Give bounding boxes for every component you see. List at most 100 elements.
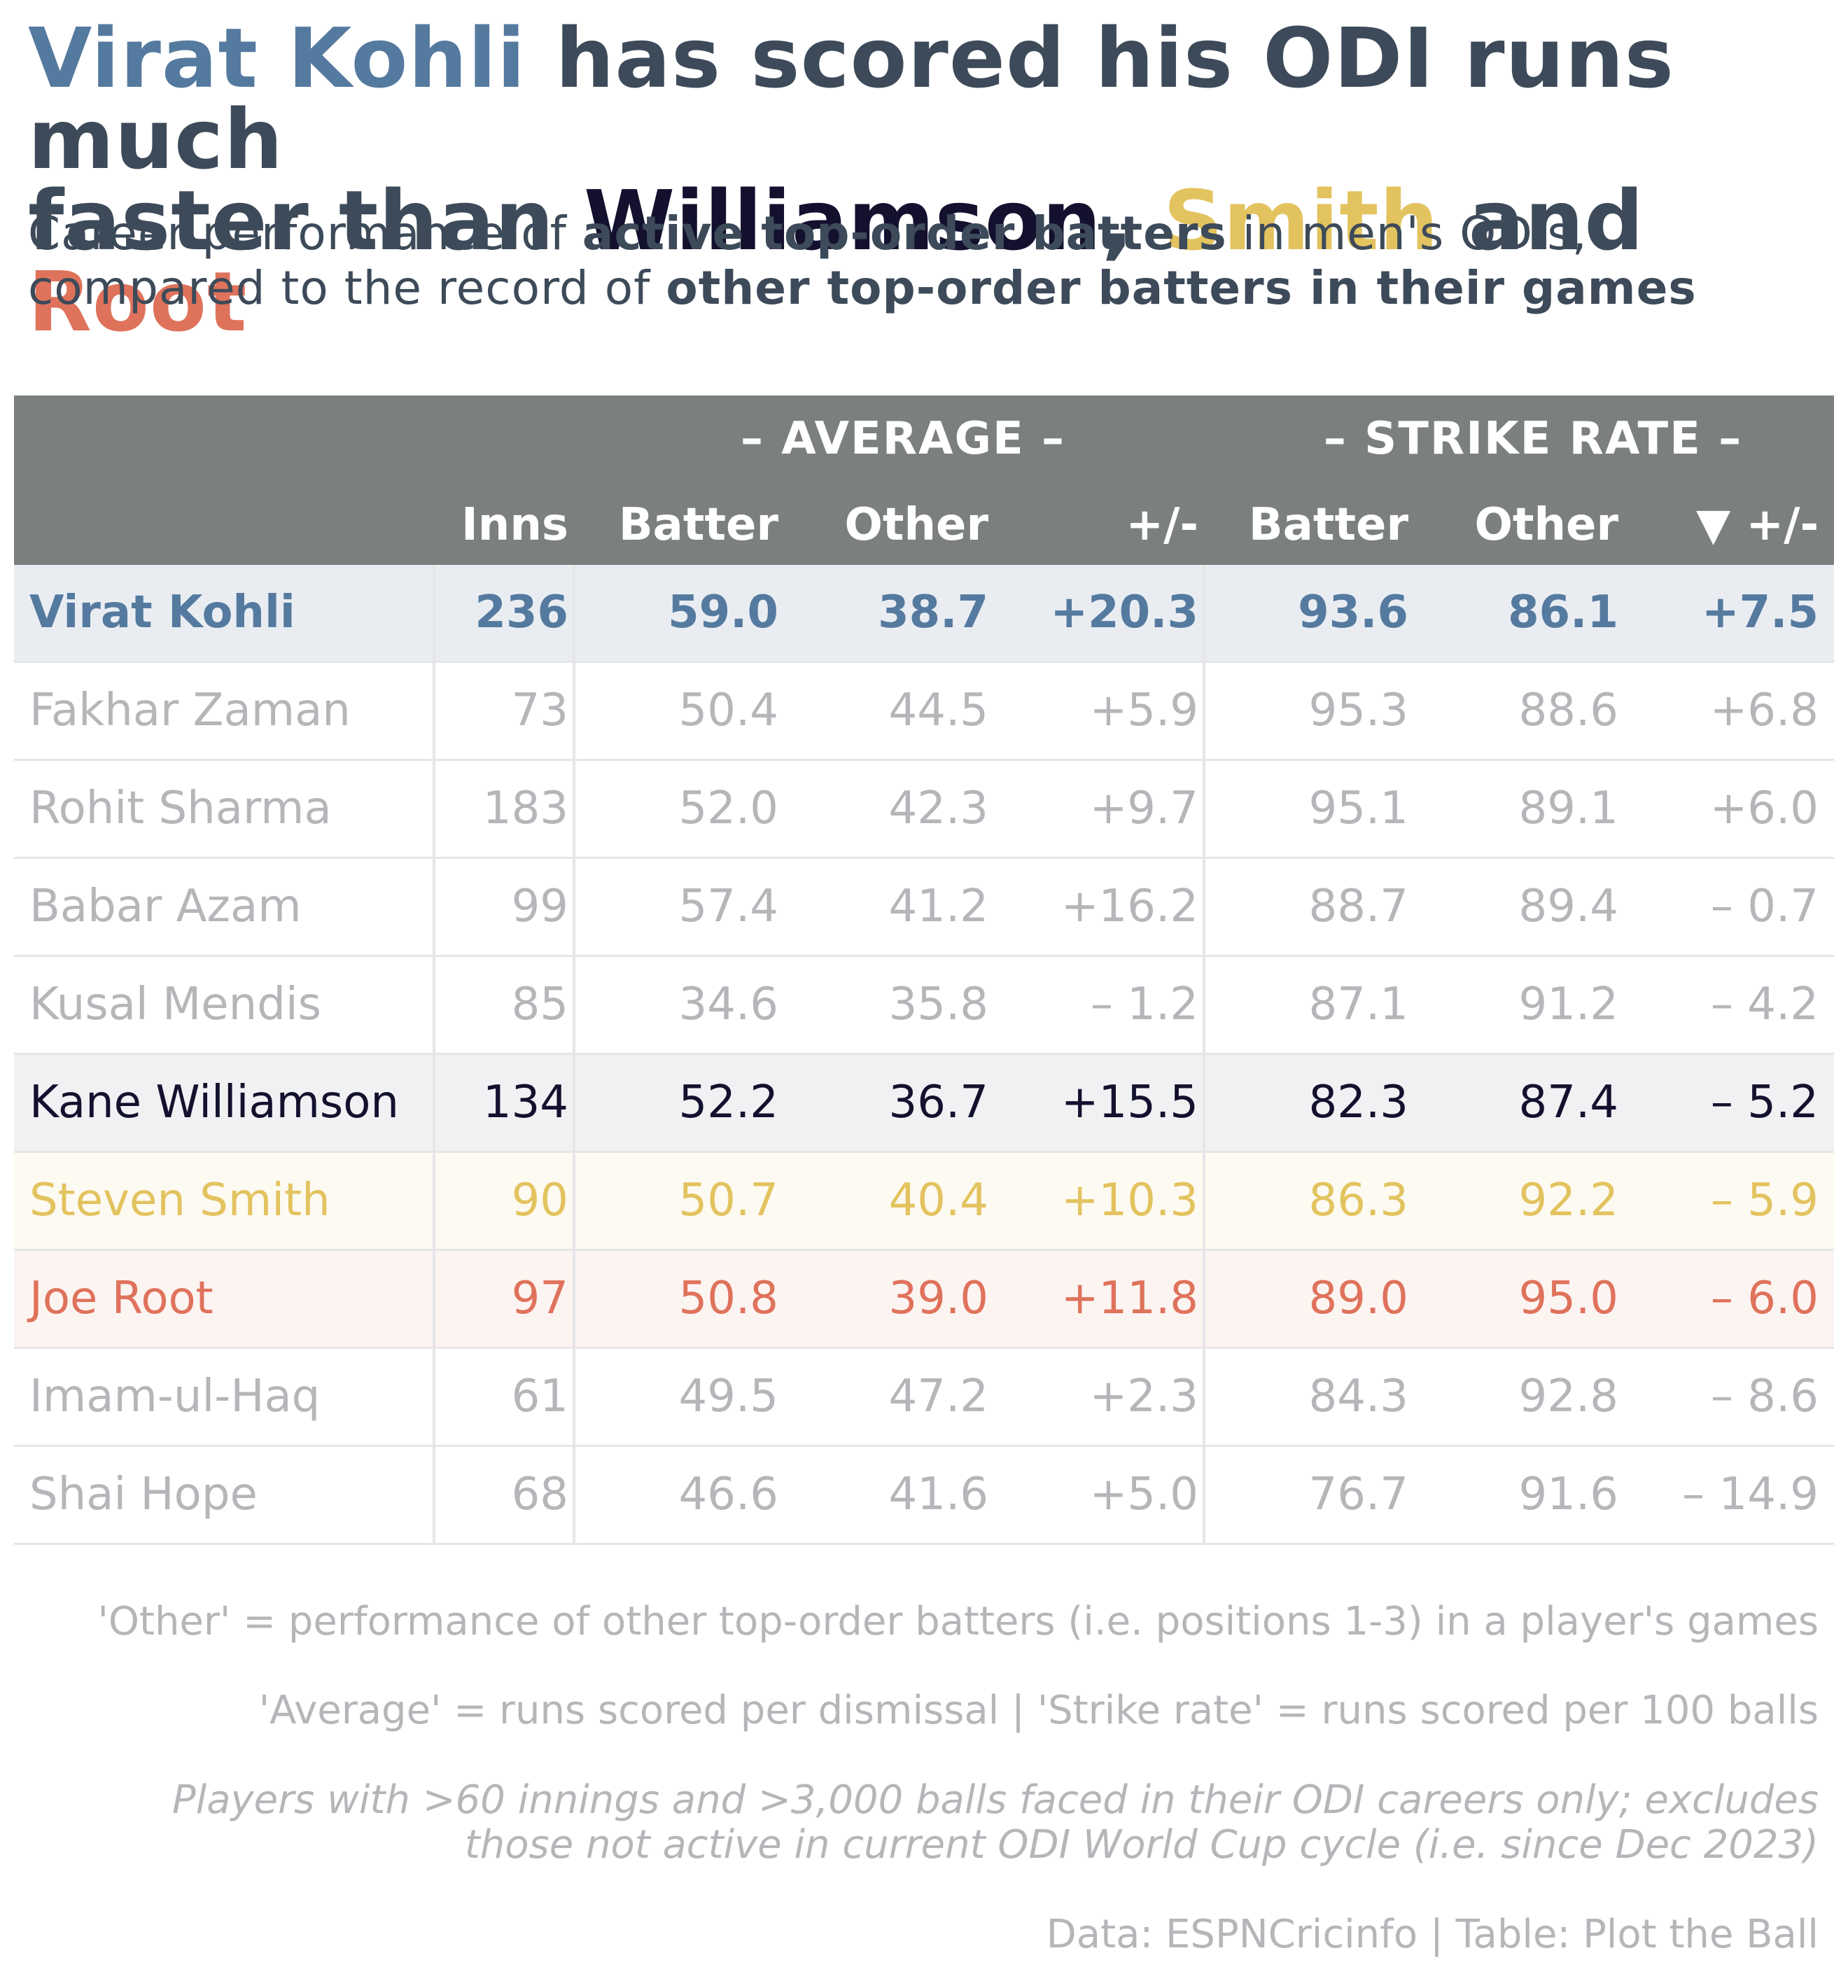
cell-name: Imam-ul-Haq bbox=[29, 1371, 321, 1422]
cell-avg-other: 38.7 bbox=[878, 587, 988, 638]
cell-avg-diff: +10.3 bbox=[1060, 1175, 1198, 1226]
cell-sr-other: 89.4 bbox=[1518, 881, 1619, 932]
col-sr-other: Other bbox=[1474, 499, 1618, 551]
col-avg-other: Other bbox=[844, 499, 988, 551]
divider-name bbox=[433, 565, 435, 1545]
cell-avg-other: 47.2 bbox=[888, 1371, 989, 1422]
cell-sr-batter: 88.7 bbox=[1308, 881, 1409, 932]
cell-inns: 85 bbox=[511, 979, 568, 1030]
cell-inns: 97 bbox=[511, 1273, 568, 1324]
cell-sr-other: 91.2 bbox=[1518, 979, 1619, 1030]
cell-avg-other: 35.8 bbox=[888, 979, 989, 1030]
cell-avg-diff: +2.3 bbox=[1089, 1371, 1198, 1422]
cell-avg-batter: 50.4 bbox=[678, 685, 779, 736]
divider-inns bbox=[573, 565, 575, 1545]
group-average: – AVERAGE – bbox=[740, 413, 1066, 465]
cell-name: Kane Williamson bbox=[29, 1077, 399, 1128]
cell-avg-other: 42.3 bbox=[888, 783, 989, 834]
table-row: Kane Williamson 134 52.2 36.7 +15.5 82.3 87.4 –… bbox=[14, 1055, 1834, 1153]
col-sr-diff: ▼ +/- bbox=[1695, 499, 1819, 551]
cell-avg-other: 40.4 bbox=[888, 1175, 989, 1226]
cell-sr-diff: – 6.0 bbox=[1710, 1273, 1819, 1324]
cell-sr-diff: – 4.2 bbox=[1710, 979, 1819, 1030]
cell-avg-batter: 52.0 bbox=[678, 783, 779, 834]
source-credit: Data: ESPNCricinfo | Table: Plot the Bal… bbox=[1046, 1912, 1819, 1957]
cell-sr-diff: +6.0 bbox=[1709, 783, 1819, 834]
title-comma: , bbox=[1101, 172, 1163, 269]
cell-inns: 61 bbox=[511, 1371, 568, 1422]
cell-name: Babar Azam bbox=[29, 881, 302, 932]
subtitle-c: in men's ODIs, bbox=[1226, 206, 1588, 260]
cell-sr-other: 92.2 bbox=[1518, 1175, 1619, 1226]
note-other-definition: 'Other' = performance of other top-order… bbox=[97, 1599, 1819, 1644]
cell-avg-batter: 59.0 bbox=[668, 587, 778, 638]
cell-name: Fakhar Zaman bbox=[29, 685, 351, 736]
cell-avg-diff: +16.2 bbox=[1060, 881, 1198, 932]
table-row: Shai Hope 68 46.6 41.6 +5.0 76.7 91.6 – 14.9 bbox=[14, 1447, 1834, 1545]
cell-sr-diff: +7.5 bbox=[1702, 587, 1819, 638]
table-row: Imam-ul-Haq 61 49.5 47.2 +2.3 84.3 92.8 – 8.6 bbox=[14, 1349, 1834, 1447]
cell-sr-diff: – 8.6 bbox=[1710, 1371, 1819, 1422]
cell-inns: 236 bbox=[475, 587, 568, 638]
cell-sr-batter: 87.1 bbox=[1308, 979, 1409, 1030]
cell-sr-batter: 95.1 bbox=[1308, 783, 1409, 834]
table-body: Virat Kohli 236 59.0 38.7 +20.3 93.6 86.1 +7.5 F… bbox=[14, 565, 1834, 1545]
cell-avg-batter: 50.7 bbox=[678, 1175, 779, 1226]
cell-sr-diff: – 14.9 bbox=[1682, 1469, 1819, 1520]
cell-sr-batter: 82.3 bbox=[1308, 1077, 1409, 1128]
table-row: Rohit Sharma 183 52.0 42.3 +9.7 95.1 89.1 +6.0 bbox=[14, 761, 1834, 859]
cell-avg-batter: 34.6 bbox=[678, 979, 779, 1030]
title-williamson: Williamson bbox=[584, 172, 1102, 269]
cell-inns: 183 bbox=[482, 783, 568, 834]
group-strike-rate: – STRIKE RATE – bbox=[1323, 413, 1743, 465]
cell-avg-batter: 46.6 bbox=[678, 1469, 779, 1520]
col-avg-batter: Batter bbox=[618, 499, 778, 551]
cell-sr-diff: – 5.2 bbox=[1710, 1077, 1819, 1128]
table-row: Fakhar Zaman 73 50.4 44.5 +5.9 95.3 88.6 +6.8 bbox=[14, 663, 1834, 761]
cell-avg-other: 36.7 bbox=[888, 1077, 989, 1128]
cell-sr-diff: +6.8 bbox=[1709, 685, 1819, 736]
cell-avg-diff: +5.9 bbox=[1089, 685, 1198, 736]
cell-avg-batter: 57.4 bbox=[678, 881, 779, 932]
cell-sr-batter: 86.3 bbox=[1308, 1175, 1409, 1226]
cell-inns: 134 bbox=[482, 1077, 568, 1128]
table-row: Babar Azam 99 57.4 41.2 +16.2 88.7 89.4 – 0.7 bbox=[14, 859, 1834, 957]
subtitle-a: Career performance of bbox=[28, 206, 582, 260]
cell-sr-diff: – 0.7 bbox=[1710, 881, 1819, 932]
cell-avg-other: 44.5 bbox=[888, 685, 989, 736]
cell-avg-batter: 52.2 bbox=[678, 1077, 779, 1128]
table-row: Joe Root 97 50.8 39.0 +11.8 89.0 95.0 – 6.0 bbox=[14, 1251, 1834, 1349]
cell-inns: 73 bbox=[511, 685, 568, 736]
cell-sr-batter: 76.7 bbox=[1308, 1469, 1409, 1520]
cell-sr-diff: – 5.9 bbox=[1710, 1175, 1819, 1226]
cell-sr-other: 87.4 bbox=[1518, 1077, 1619, 1128]
cell-name: Steven Smith bbox=[29, 1175, 330, 1226]
cell-sr-other: 88.6 bbox=[1518, 685, 1619, 736]
cell-name: Kusal Mendis bbox=[29, 979, 321, 1030]
cell-name: Virat Kohli bbox=[29, 587, 295, 638]
table-header: – AVERAGE – – STRIKE RATE – Inns Batter … bbox=[14, 396, 1834, 565]
subtitle-e: other top-order batters in their games bbox=[666, 261, 1697, 315]
col-sr-batter: Batter bbox=[1248, 499, 1408, 551]
cell-avg-batter: 49.5 bbox=[678, 1371, 779, 1422]
cell-sr-other: 92.8 bbox=[1518, 1371, 1619, 1422]
cell-sr-other: 86.1 bbox=[1508, 587, 1618, 638]
cell-avg-diff: +15.5 bbox=[1060, 1077, 1198, 1128]
cell-avg-other: 41.2 bbox=[888, 881, 989, 932]
table-row: Steven Smith 90 50.7 40.4 +10.3 86.3 92.2 – 5.9 bbox=[14, 1153, 1834, 1251]
table-row: Kusal Mendis 85 34.6 35.8 – 1.2 87.1 91.2 – 4.2 bbox=[14, 957, 1834, 1055]
cell-avg-diff: +20.3 bbox=[1050, 587, 1198, 638]
cell-sr-other: 95.0 bbox=[1518, 1273, 1619, 1324]
note-definitions: 'Average' = runs scored per dismissal | … bbox=[258, 1688, 1819, 1733]
note-criteria-line1: Players with >60 innings and >3,000 ball… bbox=[172, 1777, 1819, 1823]
title-part2: faster than bbox=[28, 172, 584, 269]
title-smith: Smith bbox=[1163, 172, 1439, 269]
col-inns: Inns bbox=[461, 499, 568, 551]
subtitle-b: active top-order batters bbox=[582, 206, 1227, 260]
cell-name: Rohit Sharma bbox=[29, 783, 332, 834]
cell-inns: 99 bbox=[511, 881, 568, 932]
cell-name: Shai Hope bbox=[29, 1469, 258, 1520]
cell-avg-batter: 50.8 bbox=[678, 1273, 779, 1324]
col-avg-diff: +/- bbox=[1126, 499, 1198, 551]
title-root: Root bbox=[28, 253, 248, 350]
